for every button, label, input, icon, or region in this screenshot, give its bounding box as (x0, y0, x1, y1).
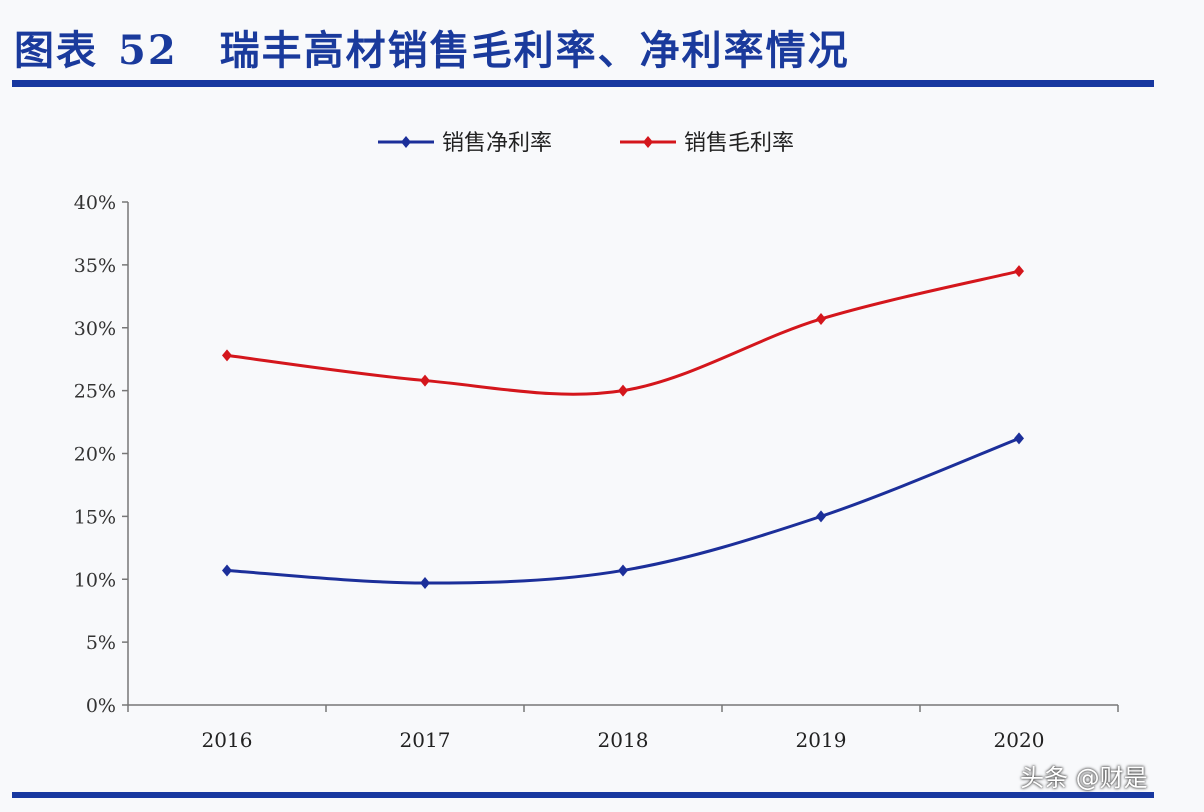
title-text: 瑞丰高材销售毛利率、净利率情况 (219, 27, 850, 74)
data-point (222, 349, 232, 362)
data-point (222, 564, 232, 577)
data-point (618, 564, 628, 577)
y-tick-label: 5% (86, 632, 116, 654)
x-tick-label: 2016 (202, 728, 253, 752)
y-tick-label: 25% (74, 381, 116, 403)
x-tick-label: 2018 (598, 728, 649, 752)
bottom-divider (12, 792, 1154, 798)
x-tick-label: 2017 (400, 728, 451, 752)
y-tick-label: 15% (74, 506, 116, 528)
y-tick-label: 35% (74, 255, 116, 277)
data-point (420, 577, 430, 590)
watermark: 头条 @财是 (1020, 764, 1148, 792)
data-point (1014, 265, 1024, 278)
series-line-1 (226, 269, 1020, 396)
data-point (816, 312, 826, 325)
chart-title: 图表 52 瑞丰高材销售毛利率、净利率情况 (14, 18, 850, 76)
x-tick-label: 2019 (796, 728, 847, 752)
title-prefix: 图表 (14, 27, 98, 74)
legend-label: 销售毛利率 (684, 131, 794, 156)
legend-label: 销售净利率 (442, 131, 552, 156)
y-tick-label: 0% (86, 695, 116, 717)
y-tick-label: 40% (74, 192, 116, 214)
x-tick-label: 2020 (994, 728, 1045, 752)
data-point (816, 510, 826, 523)
series-line-0 (226, 437, 1020, 585)
data-point (618, 384, 628, 397)
legend-marker (401, 136, 411, 148)
y-tick-label: 20% (74, 444, 116, 466)
data-point (1014, 432, 1024, 445)
legend-marker (643, 136, 653, 148)
y-tick-label: 10% (74, 569, 116, 591)
data-point (420, 374, 430, 387)
y-tick-label: 30% (74, 318, 116, 340)
top-divider (12, 80, 1154, 87)
title-number: 52 (118, 27, 178, 74)
